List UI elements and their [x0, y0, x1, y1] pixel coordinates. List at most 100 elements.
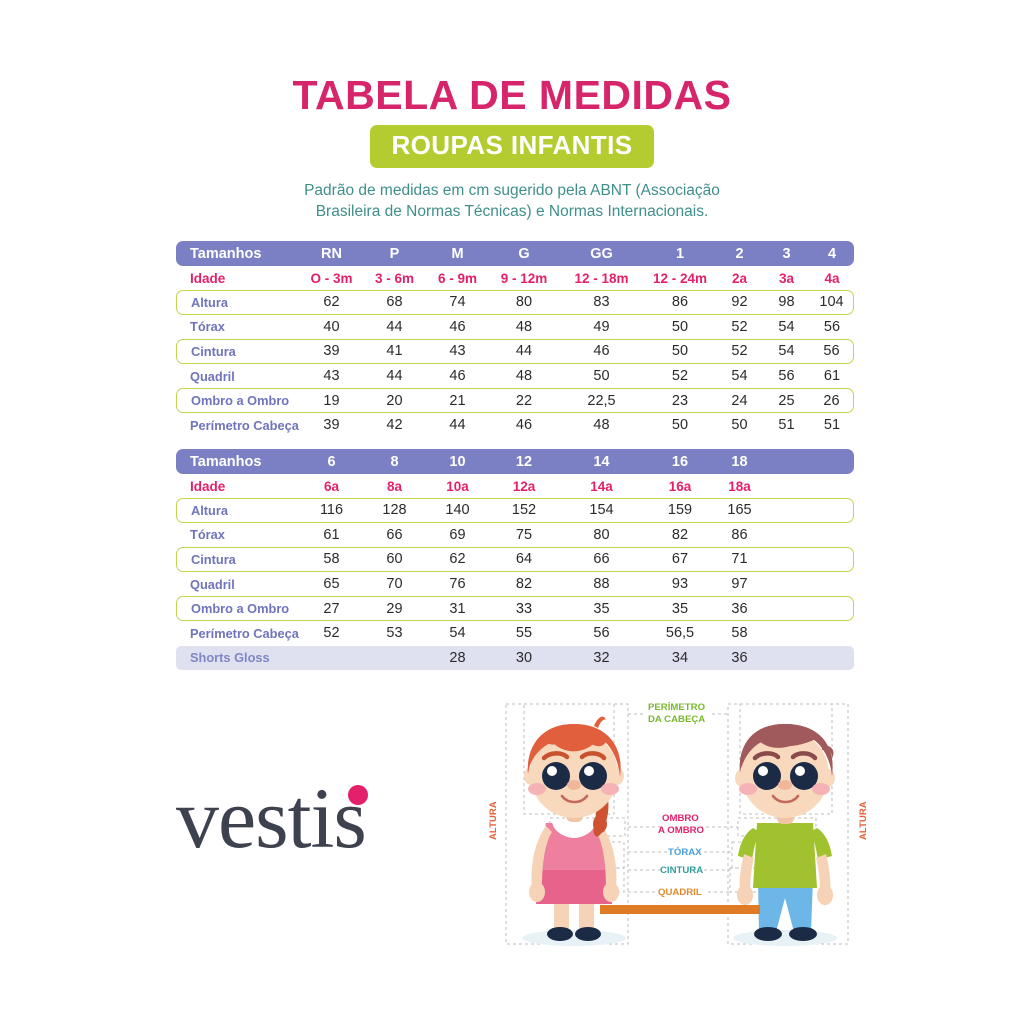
measurement-label-cell: Perímetro Cabeça: [190, 625, 299, 641]
measurement-value-cell: 50: [671, 318, 689, 335]
measurement-value-cell: 39: [300, 339, 363, 364]
measurement-value-cell: 50: [671, 417, 689, 434]
measurement-label-cell: Quadril: [190, 368, 235, 384]
label-cintura: CINTURA: [660, 865, 703, 876]
measurement-label-cell: Perímetro Cabeça: [190, 417, 299, 433]
measurement-value-cell: 61: [823, 368, 841, 385]
measurement-label-cell: Tórax: [190, 527, 225, 543]
measurement-value-cell: 46: [449, 318, 466, 335]
measurement-row: Quadril 65 70 76 82 88 93 97: [176, 572, 854, 597]
measurement-row: Cintura 58 60 62 64 66 67 71: [176, 547, 854, 572]
measurement-value-cell: 35: [644, 596, 716, 621]
label-quadril: QUADRIL: [658, 887, 702, 898]
header-label-cell: Tamanhos: [176, 449, 300, 474]
age-value-cell: 3a: [778, 270, 795, 286]
age-value-cell: 10a: [446, 478, 469, 494]
measurement-value-cell: 40: [323, 318, 340, 335]
size-table-youth-grid: Tamanhos 6 8 10 12 14 16 18 Idade 6a 8a 10a 12a 14a 16…: [176, 449, 854, 671]
measurement-row: Altura 62 68 74 80 83 86 92 98 104: [176, 290, 854, 315]
intro-text: Padrão de medidas em cm sugerido pela AB…: [0, 181, 1024, 223]
age-row: Idade O - 3m 3 - 6m 6 - 9m 9 - 12m 12 - 18m 12…: [176, 266, 854, 290]
measurement-value-cell: 43: [323, 368, 340, 385]
measurement-value-cell: 24: [716, 388, 763, 413]
label-altura-left: ALTURA: [488, 801, 499, 840]
measurement-value-cell: 54: [778, 318, 795, 335]
measurement-value-cell: 33: [489, 596, 559, 621]
measurement-value-cell: 83: [559, 290, 644, 315]
measurement-value-cell: 25: [763, 388, 810, 413]
header-size-cell: 10: [426, 449, 489, 474]
measurement-value-cell: 46: [515, 417, 533, 434]
boy-figure: [733, 724, 837, 946]
age-value-cell: 6a: [323, 478, 340, 494]
measurement-value-cell: 60: [363, 547, 426, 572]
measurement-row: Ombro a Ombro 27 29 31 33 35 35 36: [176, 596, 854, 621]
measurement-value-cell: 98: [763, 290, 810, 315]
measurement-label-cell: Cintura: [176, 547, 300, 572]
measurement-value-cell: 64: [489, 547, 559, 572]
measurement-value-cell: 22: [489, 388, 559, 413]
measurement-illustration: .dash { stroke:#bdbdbd; stroke-width:1; …: [482, 692, 882, 960]
measurement-value-cell: 80: [593, 526, 610, 543]
measurement-value-cell: [810, 596, 854, 621]
orange-divider-bar: [600, 905, 760, 914]
measurement-value-cell: 92: [716, 290, 763, 315]
measurement-value-cell: [810, 645, 854, 671]
header-size-cell: 16: [644, 449, 716, 474]
measurement-value-cell: [763, 645, 810, 671]
measurement-value-cell: [763, 621, 810, 646]
measurement-value-cell: [810, 523, 854, 548]
measurement-value-cell: 154: [559, 498, 644, 523]
subtitle-badge-container: ROUPAS INFANTIS: [0, 125, 1024, 169]
measurement-value-cell: [763, 547, 810, 572]
age-value-cell: 12 - 18m: [574, 270, 629, 286]
measurement-value-cell: 50: [731, 417, 748, 434]
measurement-value-cell: 66: [386, 526, 403, 543]
measurement-value-cell: 86: [644, 290, 716, 315]
measurement-value-cell: 55: [515, 625, 533, 642]
measurement-value-cell: 75: [515, 526, 533, 543]
label-torax: TÓRAX: [668, 846, 702, 858]
measurement-value-cell: 128: [363, 498, 426, 523]
measurement-value-cell: 56: [823, 318, 841, 335]
page-title: TABELA DE MEDIDAS: [292, 72, 732, 118]
measurement-value-cell: 80: [489, 290, 559, 315]
header-size-cell: [810, 449, 854, 474]
header-size-cell: 1: [644, 241, 716, 266]
measurement-value-cell: 31: [426, 596, 489, 621]
age-value-cell: [810, 474, 854, 498]
measurement-value-cell: [763, 596, 810, 621]
subtitle-badge: ROUPAS INFANTIS: [369, 125, 655, 169]
measurement-value-cell: 27: [300, 596, 363, 621]
measurement-value-cell: 62: [426, 547, 489, 572]
measurement-value-cell: [763, 498, 810, 523]
measurement-value-cell: 36: [716, 645, 763, 671]
measurement-label-cell: Shorts Gloss: [176, 645, 300, 671]
measurement-row: Ombro a Ombro 19 20 21 22 22,5 23 24 25 26: [176, 388, 854, 413]
measurement-value-cell: 104: [810, 290, 854, 315]
measurement-value-cell: 21: [426, 388, 489, 413]
measurement-value-cell: [763, 523, 810, 548]
measurement-value-cell: 48: [515, 368, 533, 385]
age-value-cell: 14a: [590, 478, 613, 494]
measurement-value-cell: 44: [386, 368, 403, 385]
age-value-cell: 9 - 12m: [500, 270, 548, 286]
measurement-value-cell: 165: [716, 498, 763, 523]
measurement-label-cell: Altura: [176, 498, 300, 523]
measurement-row: Tórax 40 44 46 48 49 50 52 54 56: [176, 315, 854, 340]
measurement-value-cell: 51: [823, 417, 841, 434]
brand-logo: vestis: [176, 772, 446, 864]
measurement-value-cell: 41: [363, 339, 426, 364]
measurement-value-cell: 67: [644, 547, 716, 572]
age-value-cell: 16a: [668, 478, 692, 494]
measurement-value-cell: 97: [731, 576, 748, 593]
measurement-value-cell: 49: [593, 318, 610, 335]
age-value-cell: O - 3m: [310, 270, 353, 286]
measurement-value-cell: 36: [716, 596, 763, 621]
label-perimetro-line2: DA CABEÇA: [648, 714, 705, 725]
size-table-youth: Tamanhos 6 8 10 12 14 16 18 Idade 6a 8a 10a 12a 14a 16…: [176, 449, 854, 671]
intro-line-1: Padrão de medidas em cm sugerido pela AB…: [304, 182, 720, 200]
age-value-cell: 12a: [512, 478, 536, 494]
measurement-value-cell: 48: [593, 417, 610, 434]
measurement-value-cell: 62: [300, 290, 363, 315]
